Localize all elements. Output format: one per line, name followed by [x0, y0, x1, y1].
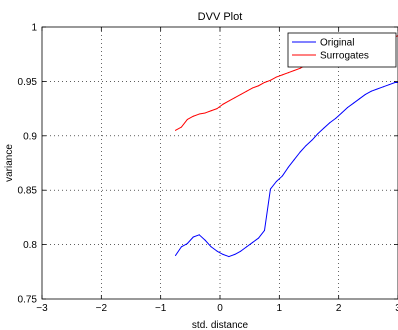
- data-point-original: [180, 246, 182, 248]
- data-point-original: [175, 254, 176, 256]
- data-point-original: [264, 229, 265, 231]
- data-point-original: [275, 181, 277, 182]
- data-point-original: [347, 107, 349, 109]
- x-tick-label: 2: [336, 303, 342, 314]
- data-point-surrogates: [240, 93, 242, 95]
- legend-label: Original: [320, 38, 354, 49]
- data-point-surrogates: [299, 67, 301, 69]
- data-point-surrogates: [198, 113, 200, 115]
- data-point-original: [293, 159, 295, 161]
- data-point-original: [192, 236, 194, 238]
- y-axis-label: variance: [4, 144, 15, 182]
- data-point-original: [370, 90, 372, 92]
- data-point-original: [234, 253, 236, 255]
- data-point-original: [228, 256, 230, 258]
- data-point-surrogates: [281, 74, 283, 76]
- data-point-surrogates: [210, 110, 212, 112]
- chart-title: DVV Plot: [198, 11, 243, 23]
- data-point-surrogates: [258, 85, 260, 87]
- data-point-surrogates: [246, 90, 248, 92]
- data-point-original: [204, 239, 206, 241]
- data-point-original: [335, 117, 337, 119]
- data-point-original: [358, 98, 360, 100]
- y-tick-label: 0.8: [23, 240, 37, 251]
- data-point-surrogates: [204, 112, 206, 114]
- data-point-original: [382, 86, 384, 88]
- data-point-original: [269, 188, 271, 190]
- data-point-original: [210, 246, 212, 248]
- y-tick-label: 0.9: [23, 131, 37, 142]
- y-tick-label: 0.85: [18, 186, 38, 197]
- data-point-original: [305, 145, 307, 147]
- x-tick-label: −1: [155, 303, 167, 314]
- grid-layer: [42, 27, 398, 299]
- data-point-original: [246, 246, 248, 248]
- data-point-original: [329, 122, 331, 124]
- y-tick-label: 0.95: [18, 77, 38, 88]
- x-tick-label: 1: [277, 303, 283, 314]
- legend-box: [287, 32, 397, 68]
- data-point-surrogates: [275, 76, 277, 78]
- data-point-surrogates: [269, 79, 271, 81]
- data-point-original: [198, 234, 200, 236]
- data-point-original: [299, 151, 301, 153]
- data-point-surrogates: [234, 97, 236, 99]
- data-point-surrogates: [216, 108, 218, 110]
- data-point-surrogates: [293, 70, 295, 72]
- data-point-surrogates: [186, 118, 188, 120]
- x-tick-label: 3: [395, 303, 398, 314]
- data-point-surrogates: [175, 129, 176, 131]
- y-tick-label: 0.75: [18, 295, 38, 306]
- x-tick-label: 0: [217, 303, 223, 314]
- data-point-original: [353, 102, 354, 104]
- legend-label: Surrogates: [320, 51, 369, 62]
- data-point-original: [287, 166, 289, 168]
- data-point-original: [376, 88, 378, 90]
- data-point-original: [186, 243, 188, 245]
- data-point-surrogates: [222, 103, 224, 105]
- data-point-surrogates: [192, 115, 194, 117]
- data-point-surrogates: [287, 72, 289, 74]
- data-point-original: [394, 81, 396, 83]
- data-point-surrogates: [180, 126, 182, 128]
- data-point-original: [317, 133, 319, 135]
- data-point-surrogates: [252, 87, 254, 89]
- data-point-surrogates: [264, 81, 265, 83]
- x-tick-label: −2: [96, 303, 108, 314]
- data-point-original: [216, 250, 218, 252]
- data-point-original: [222, 253, 224, 255]
- x-axis-label: std. distance: [192, 320, 249, 330]
- data-point-original: [323, 127, 325, 129]
- data-point-original: [240, 250, 242, 252]
- data-point-original: [252, 241, 254, 243]
- data-point-original: [258, 237, 260, 239]
- data-point-original: [281, 175, 283, 177]
- data-point-original: [388, 84, 390, 86]
- data-point-original: [311, 139, 313, 141]
- data-point-original: [341, 112, 343, 114]
- y-tick-label: 1: [31, 23, 37, 34]
- data-point-surrogates: [228, 100, 230, 102]
- x-tick-label: −3: [36, 303, 48, 314]
- data-point-original: [364, 93, 366, 95]
- legend: Original Surrogates: [287, 32, 397, 68]
- tick-layer: −3 −2 −1 0 1 2 3 0.75 0.8 0.85 0.9 0.95 1: [18, 23, 398, 314]
